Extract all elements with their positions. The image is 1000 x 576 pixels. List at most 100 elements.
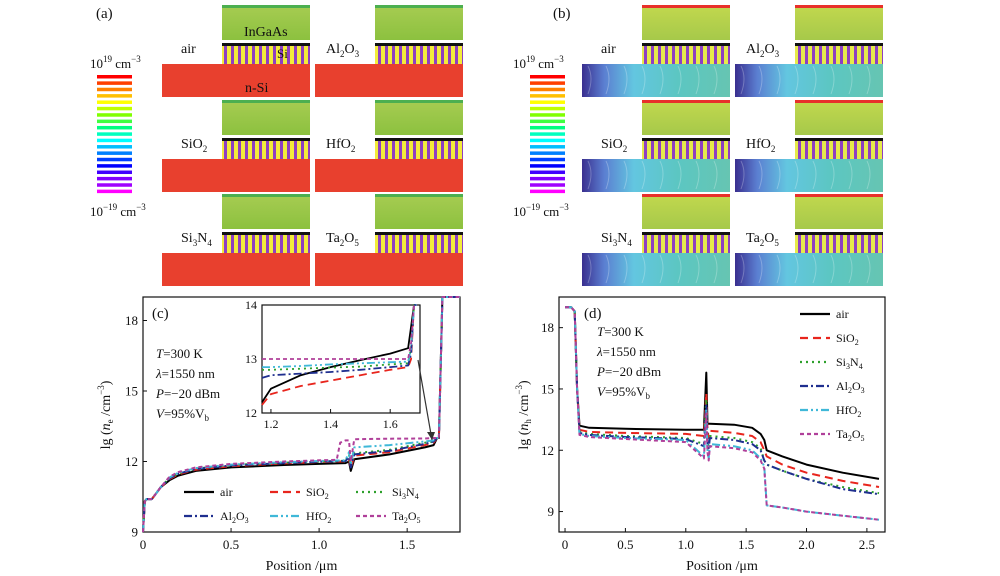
chart-d-xtick-label: 2.5 — [859, 537, 875, 552]
top-contact — [642, 5, 730, 8]
contour-line — [677, 160, 682, 190]
contour-line — [641, 65, 646, 95]
ingaas-layer — [795, 5, 883, 40]
colorbar-a-swatch — [97, 106, 132, 111]
chart-d-legend-label: Si3N4 — [836, 355, 863, 371]
material-label-sio2: SiO2 — [181, 137, 207, 154]
contour-line — [740, 65, 745, 95]
device-cell-hfo2: HfO2 — [315, 100, 463, 192]
chart-d-xtick-label: 2.0 — [798, 537, 814, 552]
colorbar-a-swatch — [97, 183, 132, 187]
colorbar-b-swatch — [530, 132, 565, 136]
colorbar-b-swatch — [530, 189, 565, 194]
substrate-layer — [582, 159, 730, 192]
material-label-ta2o5: Ta2O5 — [326, 231, 359, 248]
chart-c-inset-arrowhead — [427, 432, 435, 440]
chart-c-inset-series-hfo2 — [262, 304, 417, 369]
chart-c-inset-arrow — [417, 359, 433, 441]
contour-line — [587, 65, 592, 95]
contour-line — [713, 65, 718, 95]
chart-d-legend-label: HfO2 — [836, 403, 861, 419]
chart-c-ytick-label: 12 — [125, 454, 138, 469]
contour-line — [830, 65, 835, 95]
colorbar-b-swatch — [530, 170, 565, 175]
contour-line — [758, 65, 763, 95]
interface-line — [222, 232, 310, 235]
colorbar-b-swatch — [530, 145, 565, 149]
contour-line — [659, 160, 664, 190]
colorbar-a — [97, 75, 132, 194]
chart-c-ytick-label: 9 — [132, 525, 139, 540]
colorbar-b — [530, 75, 565, 194]
contour-line — [641, 160, 646, 190]
material-label-hfo2: HfO2 — [326, 137, 355, 154]
colorbar-b-swatch — [530, 106, 565, 111]
ingaas-layer — [375, 194, 463, 229]
material-label-ta2o5: Ta2O5 — [746, 231, 779, 248]
chart-c-xlabel: Position /μm — [266, 559, 338, 574]
chart-d-series-hfo2 — [565, 306, 880, 521]
interface-line — [222, 43, 310, 46]
colorbar-b-min: 10−19 cm−3 — [513, 202, 569, 219]
chart-c-condition: V=95%Vb — [156, 406, 210, 423]
colorbar-b-swatch — [530, 157, 565, 162]
colorbar-b-swatch — [530, 81, 565, 85]
chart-d-xtick-label: 0.5 — [617, 537, 633, 552]
contour-line — [758, 254, 763, 284]
colorbar-a-swatch — [97, 119, 132, 124]
material-label-sio2: SiO2 — [601, 137, 627, 154]
colorbar-b-swatch — [530, 164, 565, 168]
ingaas-layer — [642, 100, 730, 135]
ingaas-layer — [795, 100, 883, 135]
interface-line — [795, 232, 883, 235]
top-contact — [795, 5, 883, 8]
contour-line — [812, 160, 817, 190]
chart-c-legend-label: Ta2O5 — [392, 509, 421, 525]
contour-line — [740, 160, 745, 190]
chart-c-inset-xtick-label: 1.4 — [323, 417, 338, 431]
contour-line — [623, 160, 628, 190]
top-contact — [222, 100, 310, 103]
colorbar-a-max: 1019 cm−3 — [90, 54, 141, 71]
material-label-al2o3: Al2O3 — [746, 42, 780, 59]
material-label-si3n4: Si3N4 — [181, 231, 212, 248]
chart-c-legend-label: Al2O3 — [220, 509, 249, 525]
si-layer — [795, 141, 883, 159]
contour-line — [794, 65, 799, 95]
device-cell-al2o3: Al2O3 — [315, 5, 463, 97]
chart-c: 0 0.5 1.0 1.5 9 12 15 18 Position /μm lg (ne /cm−… — [96, 296, 461, 574]
top-contact — [222, 194, 310, 197]
si-layer — [642, 141, 730, 159]
chart-d-xtick-label: 1.0 — [678, 537, 694, 552]
colorbar-a-swatch — [97, 125, 132, 130]
chart-c-ytick-label: 18 — [125, 313, 138, 328]
si-layer — [222, 141, 310, 159]
contour-line — [740, 254, 745, 284]
chart-d-condition: T=300 K — [597, 324, 644, 339]
device-cell-si3n4: Si3N4 — [582, 194, 730, 286]
chart-d-frame — [558, 296, 886, 533]
chart-c-series-ta2o5 — [142, 296, 460, 533]
device-cell-sio2: SiO2 — [582, 100, 730, 192]
layer-label-ingaas: InGaAs — [244, 25, 288, 40]
colorbar-a-swatch — [97, 81, 132, 85]
chart-d-series-al2o3 — [565, 306, 880, 496]
colorbar-a-swatch — [97, 145, 132, 149]
device-cells-b: air Al2O3 SiO2 HfO2 Si3N4 Ta2O5 — [582, 5, 883, 286]
chart-c-xtick-label: 0 — [140, 537, 147, 552]
si-layer — [222, 235, 310, 253]
device-cell-air: air — [162, 5, 310, 97]
si-layer — [375, 235, 463, 253]
colorbar-a-swatch — [97, 170, 132, 175]
panel-label-d: (d) — [584, 306, 602, 322]
colorbar-a-swatch — [97, 100, 132, 104]
contour-line — [812, 65, 817, 95]
contour-line — [605, 65, 610, 95]
panel-label-b: (b) — [553, 6, 571, 22]
colorbar-b-swatch — [530, 100, 565, 104]
colorbar-b-swatch — [530, 87, 565, 92]
substrate-layer — [315, 253, 463, 286]
contour-line — [866, 160, 871, 190]
colorbar-a-swatch — [97, 132, 132, 136]
chart-d-ytick-label: 15 — [541, 382, 554, 397]
